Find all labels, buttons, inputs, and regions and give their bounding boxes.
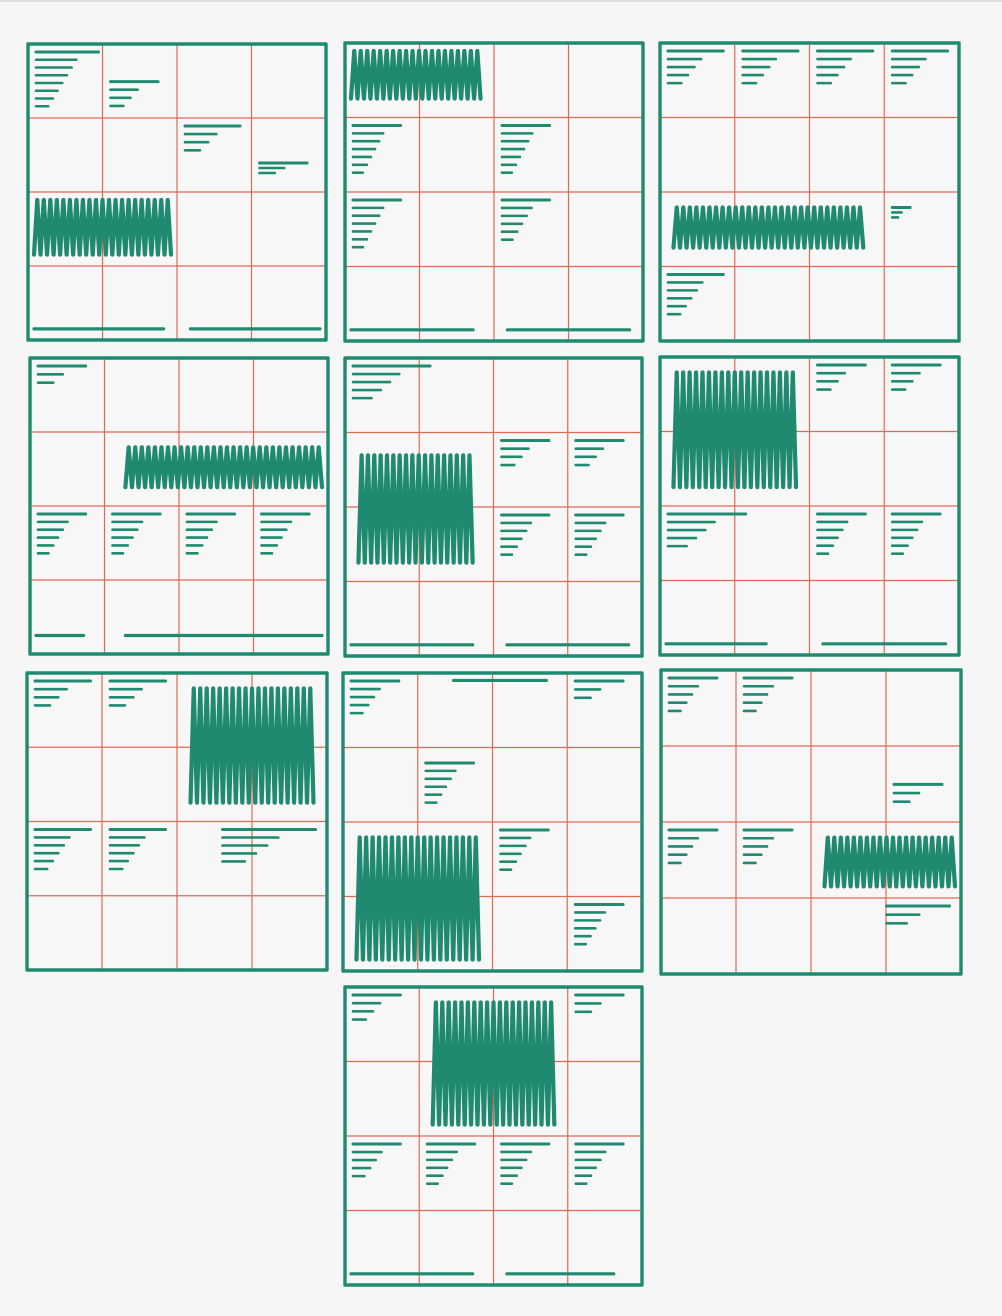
sketch-1-panel [26,42,328,342]
text-placeholder-lines [221,828,317,863]
text-placeholder-lines [573,903,625,946]
panel-grid [28,44,326,340]
text-placeholder-lines [351,993,402,1021]
text-placeholder-lines [34,50,100,108]
text-placeholder-lines [667,676,719,713]
sketch-6-panel [658,355,961,657]
text-placeholder-lines [666,512,748,548]
text-placeholder-lines [499,828,550,871]
text-placeholder-lines [574,1142,625,1185]
text-placeholder-lines [351,198,403,249]
panel-frame [343,356,644,658]
image-scribble-placeholder [671,370,799,490]
text-placeholder-lines [260,512,311,555]
text-placeholder-lines [349,679,401,715]
text-placeholder-lines [108,828,167,871]
panel-grid [345,43,643,341]
sketch-8-panel [341,671,644,973]
text-placeholder-lines [666,49,725,85]
sketch-4-panel [28,356,330,656]
panel-frame [25,671,329,972]
image-scribble-placeholder [188,686,316,805]
text-placeholder-lines [108,679,167,707]
top-edge-divider [0,0,1002,2]
text-placeholder-lines [351,364,432,400]
text-placeholder-lines [666,273,725,316]
text-placeholder-lines [33,679,92,707]
panel-grid [660,43,959,341]
text-placeholder-lines [351,124,403,174]
text-placeholder-lines [351,1142,402,1178]
panel-frame [659,668,963,976]
sketch-10-panel [343,985,644,1287]
image-scribble-placeholder [671,205,866,250]
panel-grid [30,358,328,654]
text-placeholder-lines [816,363,867,391]
text-placeholder-lines [816,49,875,85]
text-placeholder-lines [425,1142,477,1185]
text-placeholder-lines [885,904,951,925]
image-scribble-placeholder [430,1000,557,1127]
text-placeholder-lines [573,679,625,700]
text-placeholder-lines [500,198,552,241]
image-scribble-placeholder [356,453,475,565]
text-placeholder-lines [892,782,944,804]
sketch-7-panel [25,671,329,972]
text-placeholder-lines [111,512,162,555]
text-placeholder-lines [574,439,625,467]
text-placeholder-lines [500,1142,551,1185]
text-placeholder-lines [109,80,160,108]
panel-frame [28,356,330,656]
panel-frame [26,42,328,342]
panel-frame [341,671,644,973]
text-placeholder-lines [574,993,625,1014]
text-placeholder-lines [890,512,942,555]
image-scribble-placeholder [354,835,482,962]
sketch-9-panel [659,668,963,976]
text-placeholder-lines [36,512,88,555]
panel-grid [343,673,642,971]
text-placeholder-lines [424,761,476,804]
text-placeholder-lines [500,513,551,556]
text-placeholder-lines [36,364,88,384]
text-placeholder-lines [890,49,950,85]
image-scribble-placeholder [31,197,174,257]
sketch-5-panel [343,356,644,658]
text-placeholder-lines [185,512,237,555]
text-placeholder-lines [33,828,92,871]
image-scribble-placeholder [822,835,958,889]
panel-frame [658,355,961,657]
text-placeholder-lines [667,828,719,865]
text-placeholder-lines [258,161,309,175]
text-placeholder-lines [816,512,867,555]
text-placeholder-lines [574,513,625,556]
image-scribble-placeholder [123,445,325,490]
text-placeholder-lines [742,676,794,713]
text-placeholder-lines [183,124,242,152]
panel-frame [343,985,644,1287]
text-placeholder-lines [741,49,800,85]
text-placeholder-lines [742,828,794,865]
image-scribble-placeholder [348,48,483,101]
text-placeholder-lines [890,363,942,391]
sketch-2-panel [343,41,645,343]
panel-frame [343,41,645,343]
panel-frame [658,41,961,343]
text-placeholder-lines [890,205,912,219]
sketch-3-panel [658,41,961,343]
text-placeholder-lines [500,439,551,467]
text-placeholder-lines [500,124,552,174]
